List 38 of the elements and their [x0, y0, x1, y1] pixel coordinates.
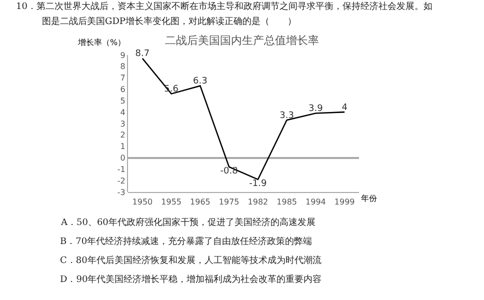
data-label: 3.9 — [308, 104, 324, 114]
y-tick-label: 9 — [120, 50, 126, 60]
data-label: 6.3 — [193, 76, 208, 87]
line-series — [142, 58, 346, 180]
x-tick-label: 1985 — [276, 198, 297, 207]
y-tick-label: 0 — [120, 154, 126, 163]
text: C．80年代后美国经济恢复和发展，人工智能等技术成为时代潮流 — [60, 255, 322, 266]
data-label: -1.9 — [249, 179, 267, 190]
text: B．70年代经济持续减速，充分暴露了自由放任经济政策的弊端 — [60, 236, 312, 247]
text: D．90年代美国经济增长平稳，增加福利成为社会改革的重要内容 — [60, 274, 322, 285]
text: A．50、60年代政府强化国家干预，促进了美国经济的高速发展 — [60, 217, 316, 228]
data-label: 8.7 — [135, 49, 150, 60]
text: 10．第二次世界大战后，资本主义国家不断在市场主导和政府调节之间寻求平衡，保持经济社会发展。如 — [16, 1, 432, 12]
y-tick-label: -1 — [117, 164, 126, 174]
x-tick-label: 1982 — [248, 198, 268, 207]
x-tick-label: 1994 — [306, 198, 326, 207]
y-tick-label: 3 — [120, 119, 126, 128]
x-tick-label: 1955 — [161, 198, 182, 207]
y-tick-label: -3 — [117, 188, 126, 197]
x-tick-label: 1975 — [218, 198, 240, 207]
y-tick-label: 4 — [120, 108, 126, 117]
y-tick-label: -2 — [117, 176, 126, 186]
y-axis-title: 增长率（%） — [77, 38, 126, 47]
data-label: 4 — [342, 102, 348, 113]
y-tick-label: 8 — [120, 62, 126, 72]
data-label: -0.8 — [220, 166, 238, 177]
y-tick-label: 6 — [120, 85, 126, 94]
x-axis-title: 年份 — [361, 194, 377, 203]
x-tick-label: 1999 — [334, 198, 355, 207]
chart-title: 二战后美国国内生产总值增长率 — [165, 34, 319, 47]
x-tick-label: 1965 — [190, 198, 210, 207]
x-tick-label: 1950 — [132, 198, 153, 207]
y-tick-label: 5 — [120, 96, 126, 106]
y-tick-label: 1 — [120, 142, 126, 152]
y-tick-label: 7 — [120, 74, 126, 83]
text: 图是二战后美国GDP增长率变化图，对此解读正确的是（ ） — [42, 16, 296, 27]
y-tick-label: 2 — [120, 130, 126, 140]
data-label: 3.3 — [280, 110, 294, 121]
